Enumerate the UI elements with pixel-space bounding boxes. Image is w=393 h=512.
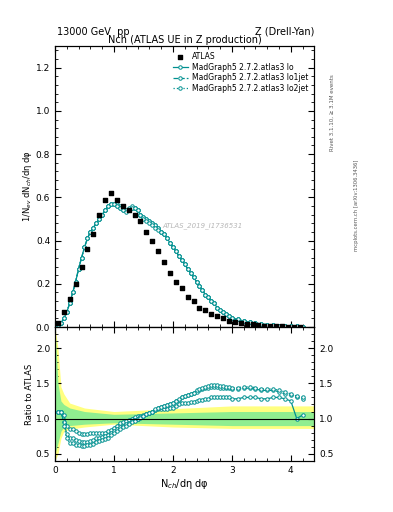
- MadGraph5 2.7.2.atlas3 lo2jet: [200, 287, 205, 293]
- ATLAS: [132, 210, 138, 219]
- ATLAS: [191, 297, 197, 305]
- ATLAS: [143, 228, 150, 236]
- MadGraph5 2.7.2.atlas3 lo1jet: [106, 203, 110, 209]
- MadGraph5 2.7.2.atlas3 lo2jet: [85, 236, 90, 242]
- ATLAS: [232, 317, 238, 326]
- Text: mcplots.cern.ch [arXiv:1306.3436]: mcplots.cern.ch [arXiv:1306.3436]: [354, 159, 359, 250]
- ATLAS: [155, 247, 162, 255]
- MadGraph5 2.7.2.atlas3 lo: [129, 205, 134, 211]
- ATLAS: [220, 314, 226, 323]
- MadGraph5 2.7.2.atlas3 lo2jet: [56, 322, 61, 328]
- ATLAS: [67, 295, 73, 303]
- ATLAS: [55, 318, 61, 327]
- MadGraph5 2.7.2.atlas3 lo2jet: [108, 201, 114, 207]
- ATLAS: [279, 322, 285, 330]
- MadGraph5 2.7.2.atlas3 lo: [176, 252, 181, 259]
- MadGraph5 2.7.2.atlas3 lo1jet: [85, 236, 90, 242]
- ATLAS: [84, 245, 91, 253]
- ATLAS: [226, 316, 232, 325]
- ATLAS: [208, 310, 215, 318]
- MadGraph5 2.7.2.atlas3 lo2jet: [176, 252, 181, 259]
- ATLAS: [196, 304, 203, 312]
- Line: MadGraph5 2.7.2.atlas3 lo2jet: MadGraph5 2.7.2.atlas3 lo2jet: [56, 202, 304, 328]
- ATLAS: [261, 322, 268, 330]
- Line: MadGraph5 2.7.2.atlas3 lo: MadGraph5 2.7.2.atlas3 lo: [56, 202, 304, 328]
- ATLAS: [102, 196, 108, 204]
- MadGraph5 2.7.2.atlas3 lo1jet: [108, 201, 114, 207]
- ATLAS: [167, 269, 173, 277]
- MadGraph5 2.7.2.atlas3 lo: [300, 324, 305, 330]
- ATLAS: [250, 321, 256, 329]
- Text: ATLAS_2019_I1736531: ATLAS_2019_I1736531: [163, 223, 243, 229]
- MadGraph5 2.7.2.atlas3 lo2jet: [191, 274, 196, 281]
- ATLAS: [185, 293, 191, 301]
- Text: 13000 GeV  pp: 13000 GeV pp: [57, 27, 130, 37]
- MadGraph5 2.7.2.atlas3 lo1jet: [200, 287, 205, 293]
- MadGraph5 2.7.2.atlas3 lo1jet: [129, 203, 134, 209]
- MadGraph5 2.7.2.atlas3 lo: [106, 203, 110, 209]
- ATLAS: [90, 230, 97, 238]
- ATLAS: [285, 323, 291, 331]
- X-axis label: N$_{ch}$/dη dφ: N$_{ch}$/dη dφ: [160, 477, 209, 492]
- MadGraph5 2.7.2.atlas3 lo: [200, 287, 205, 293]
- MadGraph5 2.7.2.atlas3 lo: [191, 274, 196, 281]
- ATLAS: [119, 202, 126, 210]
- ATLAS: [273, 322, 279, 330]
- MadGraph5 2.7.2.atlas3 lo: [56, 322, 61, 328]
- Title: Nch (ATLAS UE in Z production): Nch (ATLAS UE in Z production): [108, 35, 262, 45]
- ATLAS: [291, 323, 297, 331]
- ATLAS: [202, 306, 209, 314]
- Y-axis label: 1/N$_{ev}$ dN$_{ch}$/dη dφ: 1/N$_{ev}$ dN$_{ch}$/dη dφ: [21, 151, 35, 222]
- ATLAS: [138, 217, 144, 225]
- MadGraph5 2.7.2.atlas3 lo1jet: [191, 274, 196, 281]
- ATLAS: [96, 210, 103, 219]
- ATLAS: [126, 206, 132, 215]
- ATLAS: [108, 189, 114, 197]
- Line: MadGraph5 2.7.2.atlas3 lo1jet: MadGraph5 2.7.2.atlas3 lo1jet: [56, 202, 304, 328]
- ATLAS: [238, 318, 244, 327]
- ATLAS: [267, 322, 274, 330]
- ATLAS: [73, 280, 79, 288]
- ATLAS: [149, 237, 156, 245]
- ATLAS: [61, 308, 67, 316]
- ATLAS: [244, 319, 250, 328]
- MadGraph5 2.7.2.atlas3 lo1jet: [176, 252, 181, 259]
- ATLAS: [79, 263, 85, 271]
- MadGraph5 2.7.2.atlas3 lo1jet: [300, 324, 305, 330]
- MadGraph5 2.7.2.atlas3 lo2jet: [106, 203, 110, 209]
- MadGraph5 2.7.2.atlas3 lo2jet: [300, 324, 305, 330]
- ATLAS: [173, 278, 179, 286]
- ATLAS: [161, 258, 167, 266]
- MadGraph5 2.7.2.atlas3 lo2jet: [129, 205, 134, 211]
- Text: Z (Drell-Yan): Z (Drell-Yan): [255, 27, 314, 37]
- MadGraph5 2.7.2.atlas3 lo: [85, 236, 90, 242]
- Legend: ATLAS, MadGraph5 2.7.2.atlas3 lo, MadGraph5 2.7.2.atlas3 lo1jet, MadGraph5 2.7.2: ATLAS, MadGraph5 2.7.2.atlas3 lo, MadGra…: [171, 50, 310, 95]
- MadGraph5 2.7.2.atlas3 lo1jet: [56, 322, 61, 328]
- Y-axis label: Ratio to ATLAS: Ratio to ATLAS: [26, 364, 35, 424]
- ATLAS: [255, 321, 262, 329]
- MadGraph5 2.7.2.atlas3 lo: [108, 201, 114, 207]
- ATLAS: [297, 323, 303, 331]
- ATLAS: [179, 284, 185, 292]
- ATLAS: [214, 312, 220, 321]
- ATLAS: [114, 196, 120, 204]
- Text: Rivet 3.1.10, ≥ 3.1M events: Rivet 3.1.10, ≥ 3.1M events: [330, 74, 335, 151]
